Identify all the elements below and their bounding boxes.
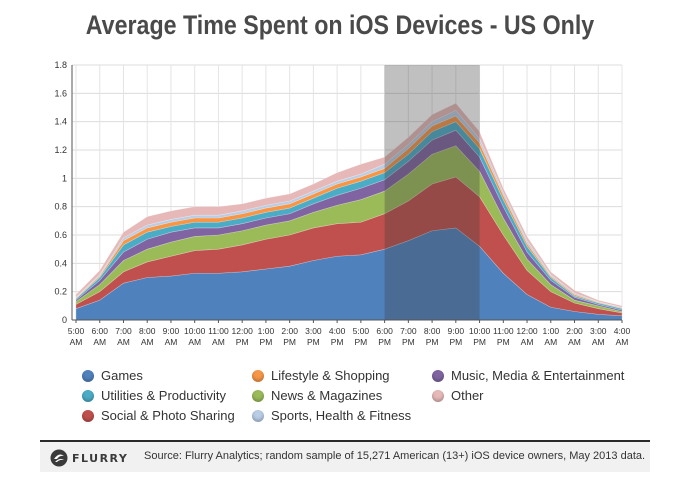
x-tick-label: AM — [70, 337, 83, 347]
x-tick-label: 4:00 — [614, 326, 631, 336]
y-tick-label: 1.2 — [54, 145, 67, 155]
legend-item: Games — [82, 368, 143, 383]
flurry-logo-text: FLURRY — [72, 451, 129, 465]
legend-swatch-icon — [252, 389, 264, 402]
x-tick-label: AM — [616, 337, 629, 347]
legend-swatch-icon — [82, 409, 94, 422]
x-tick-label: AM — [93, 337, 106, 347]
legend-swatch-icon — [432, 389, 444, 402]
x-tick-label: AM — [568, 337, 581, 347]
x-tick-label: 7:00 — [400, 326, 417, 336]
x-tick-label: 11:00 — [493, 326, 514, 336]
flurry-logo-icon — [50, 449, 68, 467]
x-tick-label: 10:00 — [184, 326, 206, 336]
x-tick-label: PM — [378, 337, 391, 347]
x-tick-label: 6:00 — [376, 326, 393, 336]
x-tick-label: 8:00 — [139, 326, 156, 336]
legend-label: Music, Media & Entertainment — [451, 368, 625, 383]
x-tick-label: 4:00 — [329, 326, 346, 336]
x-tick-label: PM — [402, 337, 415, 347]
x-tick-label: 12:00 — [232, 326, 254, 336]
x-tick-label: PM — [354, 337, 367, 347]
chart-title: Average Time Spent on iOS Devices - US O… — [85, 10, 595, 40]
x-tick-label: 2:00 — [281, 326, 298, 336]
x-tick-label: 11:00 — [208, 326, 229, 336]
legend-item: Music, Media & Entertainment — [432, 368, 624, 383]
legend-item: News & Magazines — [252, 388, 382, 403]
x-tick-label: PM — [236, 337, 249, 347]
highlight-band — [384, 65, 480, 320]
legend: Games Lifestyle & Shopping Music, Media & … — [82, 368, 662, 432]
x-tick-label: 5:00 — [68, 326, 85, 336]
x-tick-label: PM — [497, 337, 510, 347]
x-tick-label: AM — [212, 337, 225, 347]
x-tick-label: 7:00 — [115, 326, 132, 336]
x-tick-label: 5:00 — [353, 326, 370, 336]
x-tick-label: 12:00 — [516, 326, 538, 336]
x-tick-label: PM — [260, 337, 273, 347]
x-tick-label: 9:00 — [163, 326, 180, 336]
legend-item: Lifestyle & Shopping — [252, 368, 390, 383]
legend-label: Social & Photo Sharing — [101, 408, 235, 423]
source-note: Source: Flurry Analytics; random sample … — [144, 450, 646, 462]
x-tick-label: 3:00 — [305, 326, 322, 336]
x-tick-label: 1:00 — [543, 326, 560, 336]
x-tick-label: 3:00 — [590, 326, 607, 336]
x-tick-label: PM — [331, 337, 344, 347]
legend-item: Sports, Health & Fitness — [252, 408, 411, 423]
x-tick-label: PM — [473, 337, 486, 347]
legend-item: Utilities & Productivity — [82, 388, 226, 403]
legend-label: Lifestyle & Shopping — [271, 368, 390, 383]
y-tick-label: 1.6 — [54, 88, 67, 98]
legend-swatch-icon — [82, 389, 94, 402]
legend-label: Games — [101, 368, 143, 383]
y-tick-label: 0.6 — [54, 230, 67, 240]
x-tick-label: PM — [426, 337, 439, 347]
x-tick-label: PM — [283, 337, 296, 347]
x-tick-label: 9:00 — [448, 326, 465, 336]
x-tick-label: AM — [544, 337, 557, 347]
legend-label: Other — [451, 388, 484, 403]
area-series-7 — [75, 102, 623, 308]
x-axis-ticks: 5:00AM6:00AM7:00AM8:00AM9:00AM10:00AM11:… — [68, 320, 631, 347]
legend-swatch-icon — [432, 369, 444, 382]
x-tick-label: AM — [117, 337, 130, 347]
legend-swatch-icon — [252, 409, 264, 422]
area-chart: 00.20.40.60.811.21.41.61.8 5:00AM6:00AM7… — [54, 60, 631, 347]
legend-swatch-icon — [252, 369, 264, 382]
y-tick-label: 1 — [62, 173, 67, 183]
legend-label: Sports, Health & Fitness — [271, 408, 412, 423]
x-tick-label: PM — [307, 337, 320, 347]
legend-swatch-icon — [82, 369, 94, 382]
x-tick-label: PM — [449, 337, 462, 347]
x-tick-label: AM — [592, 337, 605, 347]
y-tick-label: 1.8 — [54, 60, 67, 70]
y-tick-label: 0 — [62, 315, 67, 325]
flurry-logo: FLURRY — [50, 449, 128, 467]
y-tick-label: 1.4 — [54, 117, 67, 127]
x-tick-label: AM — [141, 337, 154, 347]
y-tick-label: 0.4 — [54, 258, 67, 268]
y-tick-label: 0.2 — [54, 287, 67, 297]
x-tick-label: 2:00 — [566, 326, 583, 336]
legend-label: Utilities & Productivity — [101, 388, 226, 403]
footer: FLURRY Source: Flurry Analytics; random … — [40, 440, 650, 472]
x-tick-label: AM — [521, 337, 534, 347]
x-tick-label: 1:00 — [258, 326, 275, 336]
legend-label: News & Magazines — [271, 388, 383, 403]
legend-item: Social & Photo Sharing — [82, 408, 235, 423]
legend-item: Other — [432, 388, 484, 403]
x-tick-label: 6:00 — [91, 326, 108, 336]
area-series — [75, 102, 623, 321]
highlight-rect — [384, 65, 480, 320]
y-axis-ticks: 0 0.2 0.4 0.6 0.8 1 1.2 1.4 1.6 1.8 — [54, 60, 67, 325]
x-tick-label: AM — [165, 337, 178, 347]
x-tick-label: 10:00 — [469, 326, 491, 336]
x-tick-label: AM — [188, 337, 201, 347]
x-tick-label: 8:00 — [424, 326, 441, 336]
y-tick-label: 0.8 — [54, 202, 67, 212]
axes — [71, 65, 622, 321]
